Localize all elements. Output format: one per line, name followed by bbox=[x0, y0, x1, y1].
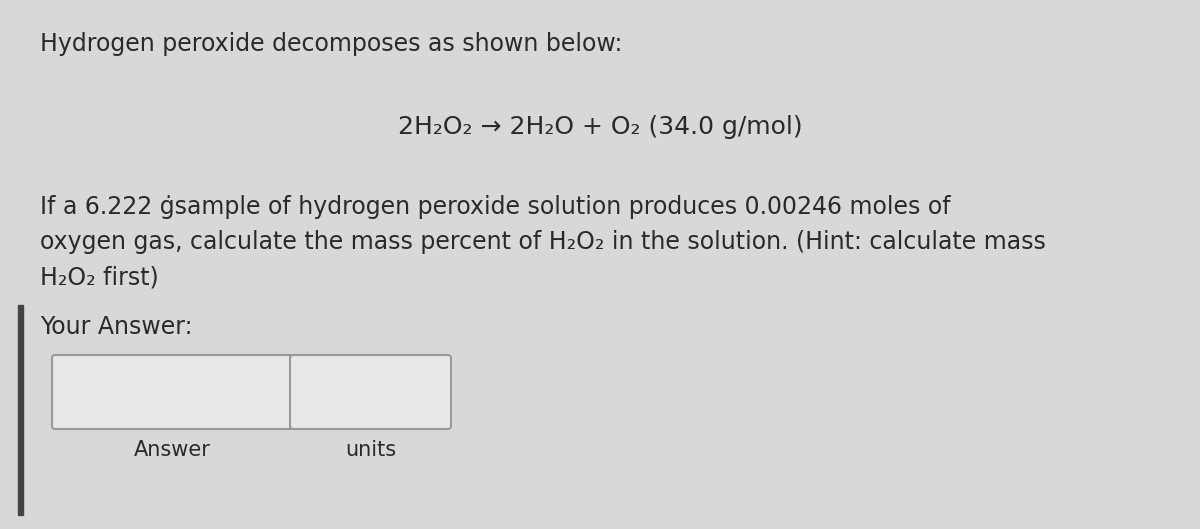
Text: 2H₂O₂ → 2H₂O + O₂ (34.0 g/mol): 2H₂O₂ → 2H₂O + O₂ (34.0 g/mol) bbox=[397, 115, 803, 139]
Text: units: units bbox=[344, 440, 396, 460]
Text: Your Answer:: Your Answer: bbox=[40, 315, 192, 339]
Text: Answer: Answer bbox=[134, 440, 211, 460]
Text: H₂O₂ first): H₂O₂ first) bbox=[40, 265, 158, 289]
Text: oxygen gas, calculate the mass percent of H₂O₂ in the solution. (Hint: calculate: oxygen gas, calculate the mass percent o… bbox=[40, 230, 1046, 254]
FancyBboxPatch shape bbox=[52, 355, 293, 429]
Text: Hydrogen peroxide decomposes as shown below:: Hydrogen peroxide decomposes as shown be… bbox=[40, 32, 623, 56]
FancyBboxPatch shape bbox=[290, 355, 451, 429]
Text: If a 6.222 ġsample of hydrogen peroxide solution produces 0.00246 moles of: If a 6.222 ġsample of hydrogen peroxide… bbox=[40, 195, 950, 219]
Bar bbox=[18, 305, 23, 515]
